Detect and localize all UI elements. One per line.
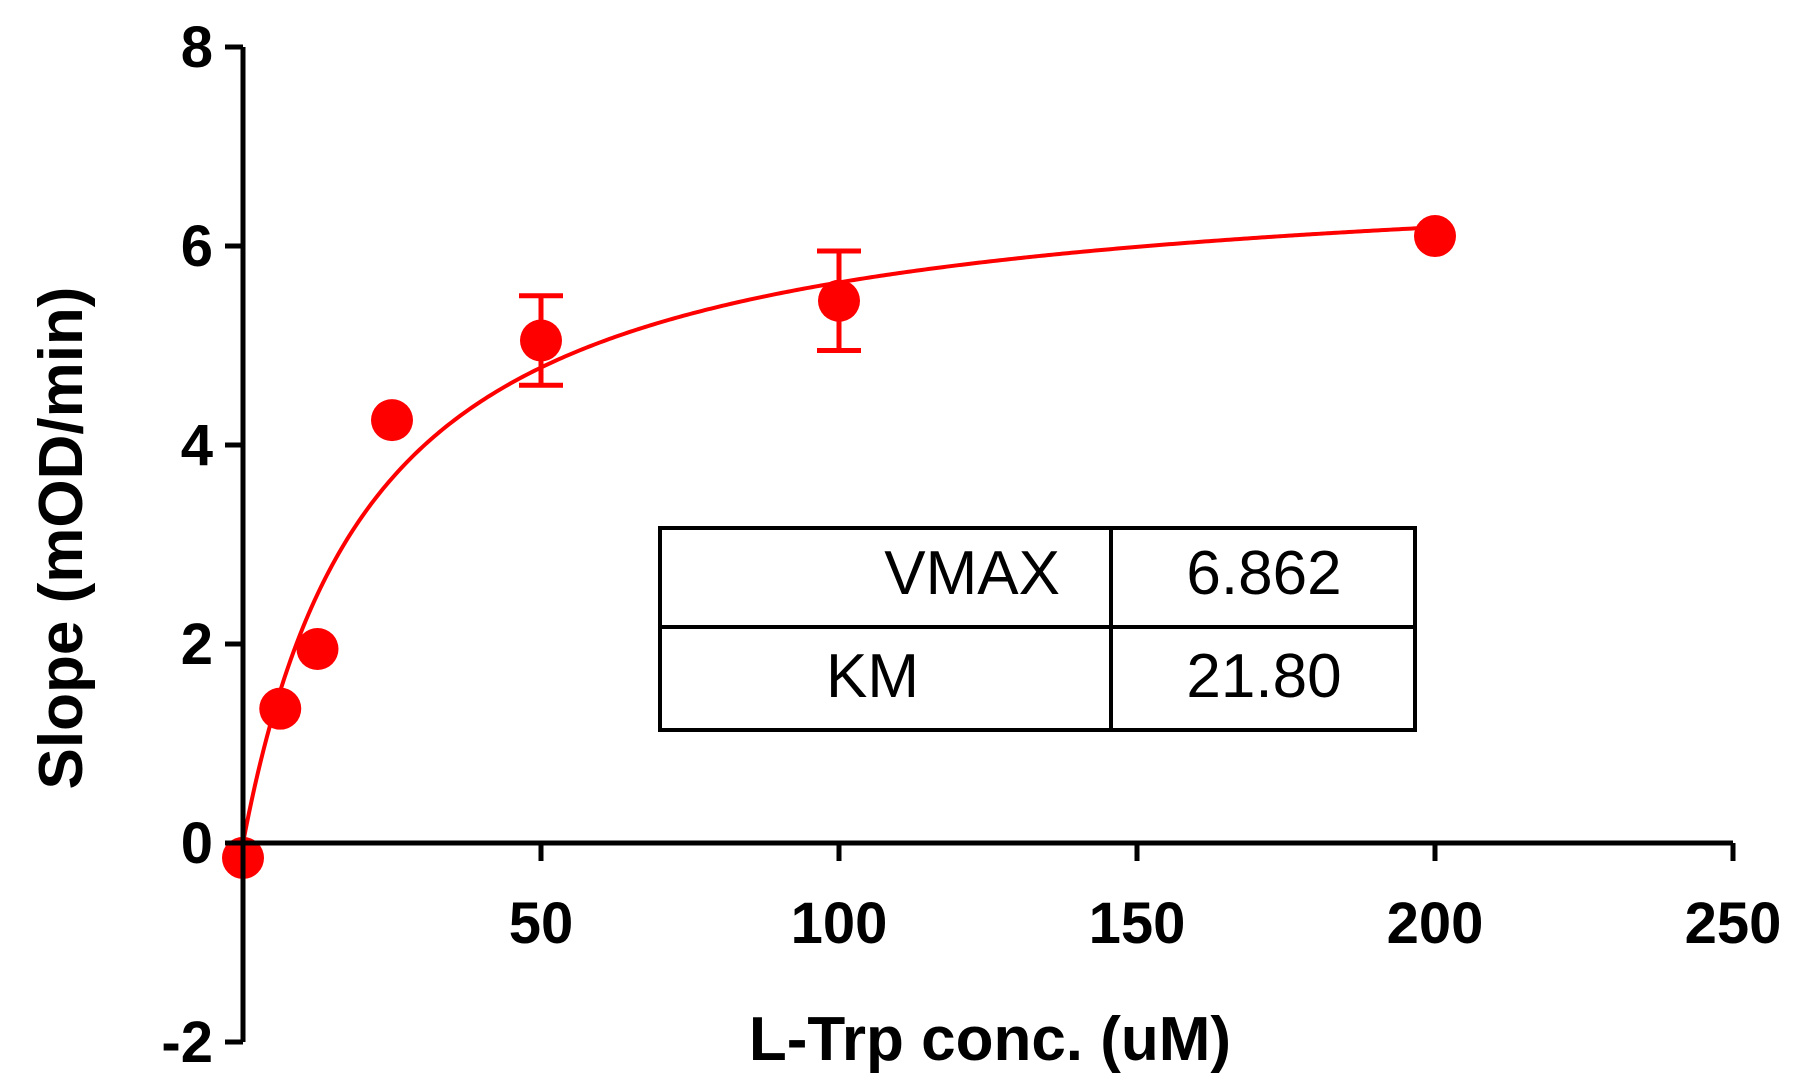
data-point (1414, 215, 1456, 258)
x-ticks: 50 100 150 200 250 (509, 843, 1782, 956)
y-tick-label: 0 (181, 811, 213, 876)
x-axis-title: L-Trp conc. (uM) (749, 1005, 1231, 1074)
y-tick-label: 4 (181, 413, 213, 478)
data-points (222, 215, 1456, 879)
plot-area (222, 215, 1456, 879)
x-tick-label: 250 (1685, 891, 1782, 956)
data-point (520, 319, 562, 362)
table-value-km: 21.80 (1186, 642, 1341, 711)
y-axis-title: Slope (mOD/min) (27, 287, 96, 790)
data-point (818, 279, 860, 322)
data-point (371, 399, 413, 442)
axes: -2 0 2 4 6 8 50 100 150 200 250 (161, 15, 1781, 1075)
y-tick-label: 6 (181, 214, 213, 279)
table-label-vmax: VMAX (884, 539, 1060, 608)
table-value-vmax: 6.862 (1186, 539, 1341, 608)
x-tick-label: 200 (1387, 891, 1484, 956)
error-bars (519, 248, 861, 388)
y-tick-label: 8 (181, 15, 213, 80)
data-point (259, 687, 302, 730)
y-tick-label: -2 (161, 1010, 213, 1075)
y-tick-label: 2 (181, 612, 213, 677)
x-tick-label: 150 (1089, 891, 1186, 956)
table-label-km: KM (826, 642, 919, 711)
data-point (296, 627, 339, 670)
y-ticks: -2 0 2 4 6 8 (161, 15, 243, 1075)
parameter-table: VMAX 6.862 KM 21.80 (658, 526, 1417, 732)
x-tick-label: 100 (791, 891, 888, 956)
x-tick-label: 50 (509, 891, 574, 956)
